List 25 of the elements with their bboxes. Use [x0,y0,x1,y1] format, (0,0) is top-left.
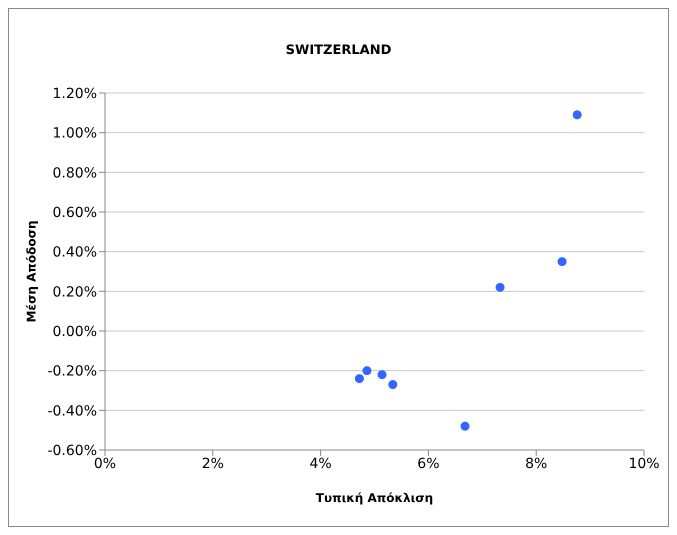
point [460,422,470,431]
x-tick-label: 6% [417,456,440,472]
y-tick-label: 0.00% [52,324,97,340]
y-tick-label: 0.80% [52,165,97,182]
x-tick-label: 8% [525,456,548,472]
y-tick-label: -0.20% [47,364,97,380]
x-tick-label: 10% [628,456,660,472]
point [354,374,364,384]
chart-title: SWITZERLAND [284,43,392,58]
x-tick-label: 2% [202,456,224,472]
point [572,110,582,120]
point [388,380,398,390]
x-axis-title: Τυπική Απόκλιση [316,491,434,505]
y-axis-title: Μέση Απόδοση [24,220,38,323]
y-tick-label: 1.00% [52,126,97,142]
x-tick-label: 4% [309,456,332,472]
y-tick-label: 0.40% [52,244,97,261]
point [378,370,387,380]
y-tick-label: 0.20% [52,284,97,300]
y-tick-label: 0.60% [52,204,97,221]
point [362,366,372,376]
point [496,282,505,292]
y-tick-label: -0.40% [47,403,97,420]
y-tick-label: 1.20% [52,86,97,102]
point [558,257,567,266]
